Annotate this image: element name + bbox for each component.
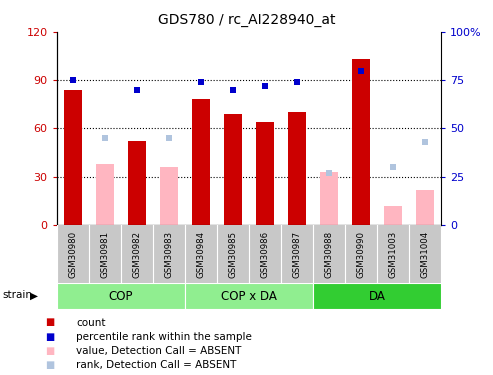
Text: GSM30983: GSM30983 — [164, 231, 174, 278]
Bar — [185, 283, 313, 309]
Bar — [385, 206, 402, 225]
Text: percentile rank within the sample: percentile rank within the sample — [76, 332, 252, 342]
Text: GSM30982: GSM30982 — [132, 231, 141, 278]
Text: GSM30984: GSM30984 — [196, 231, 206, 278]
Text: ■: ■ — [45, 360, 54, 370]
Text: rank, Detection Call = ABSENT: rank, Detection Call = ABSENT — [76, 360, 237, 370]
Bar — [313, 283, 441, 309]
Bar — [352, 59, 370, 225]
Text: DA: DA — [369, 290, 386, 303]
Bar — [96, 164, 113, 225]
Text: value, Detection Call = ABSENT: value, Detection Call = ABSENT — [76, 346, 242, 356]
Bar — [57, 283, 185, 309]
Bar — [256, 122, 274, 225]
Bar — [128, 141, 145, 225]
Text: strain: strain — [2, 291, 33, 300]
Bar — [160, 167, 177, 225]
Text: GSM30980: GSM30980 — [68, 231, 77, 278]
Text: GSM30990: GSM30990 — [356, 231, 366, 278]
Text: GDS780 / rc_AI228940_at: GDS780 / rc_AI228940_at — [158, 13, 335, 27]
Text: ▶: ▶ — [30, 291, 37, 300]
Text: GSM31004: GSM31004 — [421, 230, 430, 278]
Bar — [192, 99, 210, 225]
Text: ■: ■ — [45, 346, 54, 356]
Text: GSM30987: GSM30987 — [292, 231, 302, 278]
Bar — [224, 114, 242, 225]
Text: COP x DA: COP x DA — [221, 290, 277, 303]
Text: ■: ■ — [45, 318, 54, 327]
Bar — [320, 172, 338, 225]
Text: GSM31003: GSM31003 — [388, 230, 398, 278]
Text: count: count — [76, 318, 106, 327]
Text: COP: COP — [108, 290, 133, 303]
Text: GSM30988: GSM30988 — [324, 231, 334, 278]
Bar — [417, 190, 434, 225]
Text: ■: ■ — [45, 332, 54, 342]
Bar — [64, 90, 81, 225]
Text: GSM30985: GSM30985 — [228, 231, 238, 278]
Text: GSM30986: GSM30986 — [260, 231, 270, 278]
Text: GSM30981: GSM30981 — [100, 231, 109, 278]
Bar — [288, 112, 306, 225]
